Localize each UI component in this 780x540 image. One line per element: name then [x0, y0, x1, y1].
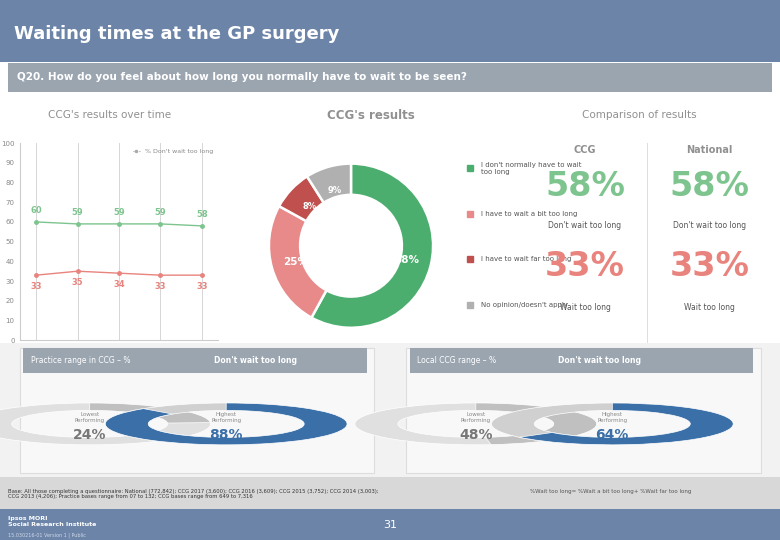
FancyBboxPatch shape: [8, 63, 772, 92]
FancyBboxPatch shape: [0, 477, 780, 510]
Text: Wait too long: Wait too long: [559, 303, 611, 312]
Text: 60: 60: [30, 206, 42, 215]
Text: 33: 33: [154, 282, 166, 291]
Text: CCG's results: CCG's results: [327, 109, 414, 122]
Text: 8%: 8%: [302, 202, 316, 211]
Text: Don't wait too long: Don't wait too long: [558, 356, 640, 365]
Wedge shape: [105, 403, 347, 445]
Text: Highest
Performing: Highest Performing: [211, 411, 241, 422]
Text: 58%: 58%: [394, 255, 419, 265]
Text: Q20. How do you feel about how long you normally have to wait to be seen?: Q20. How do you feel about how long you …: [17, 72, 467, 82]
Text: National: National: [686, 145, 733, 156]
Text: Lowest
Performing: Lowest Performing: [461, 411, 491, 422]
Text: I don't normally have to wait
too long: I don't normally have to wait too long: [481, 162, 581, 175]
Text: 58%: 58%: [545, 170, 625, 202]
Text: Waiting times at the GP surgery: Waiting times at the GP surgery: [14, 24, 339, 43]
Wedge shape: [476, 403, 597, 444]
Text: 31: 31: [383, 519, 397, 530]
FancyBboxPatch shape: [0, 0, 780, 62]
FancyBboxPatch shape: [406, 348, 760, 472]
Text: 34: 34: [113, 280, 125, 289]
Text: Wait too long: Wait too long: [684, 303, 736, 312]
Text: 33%: 33%: [545, 249, 625, 283]
Text: 35: 35: [72, 278, 83, 287]
Text: 59: 59: [72, 208, 83, 217]
Text: I have to wait a bit too long: I have to wait a bit too long: [481, 211, 577, 217]
Text: No opinion/doesn't apply: No opinion/doesn't apply: [481, 301, 568, 308]
Text: Local CCG range – %: Local CCG range – %: [417, 356, 498, 365]
FancyBboxPatch shape: [20, 348, 374, 472]
Text: Comparison of results: Comparison of results: [583, 110, 697, 120]
Text: Don't wait too long: Don't wait too long: [548, 221, 622, 230]
Wedge shape: [491, 403, 733, 445]
Legend: % Don't wait too long: % Don't wait too long: [131, 146, 215, 157]
FancyBboxPatch shape: [0, 509, 780, 540]
Text: 59: 59: [154, 208, 166, 217]
Text: CCG's results over time: CCG's results over time: [48, 110, 171, 120]
Wedge shape: [311, 164, 433, 328]
Text: Don't wait too long: Don't wait too long: [214, 356, 296, 365]
Wedge shape: [0, 403, 211, 445]
Text: 33: 33: [30, 282, 42, 291]
Text: 24%: 24%: [73, 428, 106, 442]
Wedge shape: [90, 403, 211, 423]
Text: 59: 59: [113, 208, 125, 217]
Text: Highest
Performing: Highest Performing: [597, 411, 627, 422]
Text: 9%: 9%: [328, 186, 342, 195]
Text: 15.030216-01 Version 1 | Public: 15.030216-01 Version 1 | Public: [8, 532, 86, 538]
FancyBboxPatch shape: [410, 348, 753, 373]
Text: Base: All those completing a questionnaire: National (772,842); CCG 2017 (3,600): Base: All those completing a questionnai…: [8, 489, 378, 500]
Text: 88%: 88%: [210, 428, 243, 442]
Text: 25%: 25%: [283, 256, 308, 267]
Text: 33: 33: [196, 282, 207, 291]
Text: Lowest
Performing: Lowest Performing: [75, 411, 105, 422]
Wedge shape: [279, 177, 324, 221]
Wedge shape: [105, 403, 347, 445]
Text: I have to wait far too long: I have to wait far too long: [481, 256, 571, 262]
Text: 64%: 64%: [596, 428, 629, 442]
Text: 33%: 33%: [670, 249, 750, 283]
FancyBboxPatch shape: [0, 343, 780, 478]
FancyBboxPatch shape: [23, 348, 367, 373]
Text: Practice range in CCG – %: Practice range in CCG – %: [31, 356, 133, 365]
Wedge shape: [519, 403, 733, 445]
Text: Don't wait too long: Don't wait too long: [673, 221, 746, 230]
Text: %Wait too long= %Wait a bit too long+ %Wait far too long: %Wait too long= %Wait a bit too long+ %W…: [530, 489, 692, 494]
Text: 58%: 58%: [670, 170, 750, 202]
Text: Ipsos MORI
Social Research Institute: Ipsos MORI Social Research Institute: [8, 516, 96, 527]
Text: 48%: 48%: [459, 428, 492, 442]
Wedge shape: [307, 164, 351, 202]
Wedge shape: [269, 206, 327, 318]
Wedge shape: [355, 403, 597, 445]
Text: CCG: CCG: [574, 145, 596, 156]
Text: 58: 58: [196, 210, 207, 219]
